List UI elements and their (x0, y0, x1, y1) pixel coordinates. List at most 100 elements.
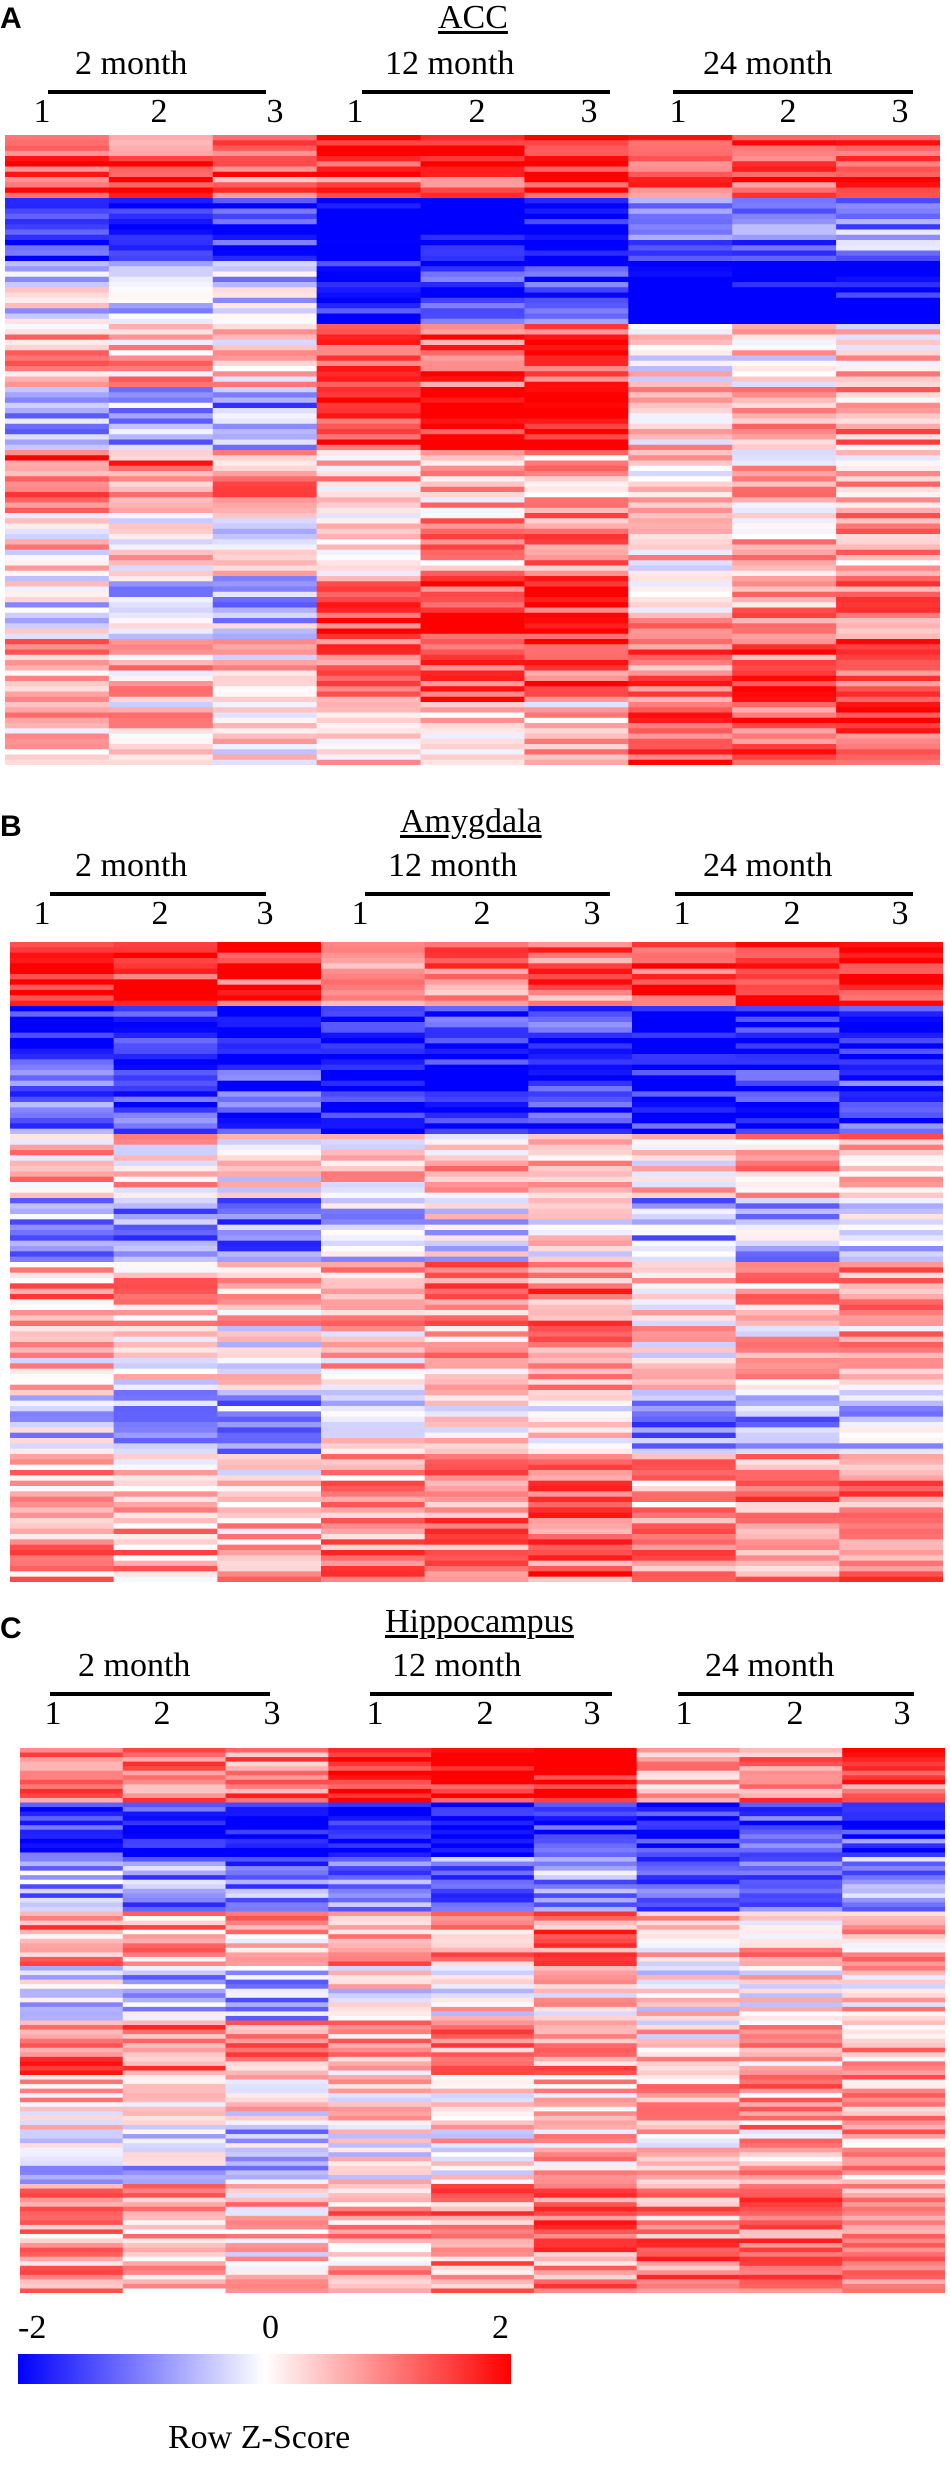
heatmap-cell (842, 1966, 945, 1972)
heatmap-cell (20, 2120, 124, 2126)
heatmap-cell (316, 728, 422, 735)
heatmap-cell (5, 366, 110, 372)
heatmap-cell (321, 1486, 426, 1492)
heatmap-cell (5, 754, 110, 761)
heatmap-cell (839, 1059, 943, 1066)
heatmap-cell (321, 974, 426, 980)
heatmap-cell (533, 2220, 638, 2226)
heatmap-cell (225, 2279, 329, 2285)
heatmap-cell (20, 1816, 124, 1822)
heatmap-cell (735, 1539, 840, 1546)
heatmap-cell (528, 1464, 633, 1471)
heatmap-cell (839, 1352, 943, 1359)
heatmap-cell (20, 1875, 124, 1881)
heatmap-cell (732, 318, 837, 325)
heatmap-cell (533, 1916, 638, 1922)
heatmap-cell (5, 759, 110, 765)
heatmap-cell (424, 1400, 529, 1407)
heatmap-cell (528, 1459, 633, 1466)
heatmap-cell (10, 947, 115, 954)
heatmap-cell (732, 334, 837, 341)
heatmap-cell (316, 744, 422, 750)
heatmap-cell (108, 245, 214, 252)
heatmap-cell (431, 1970, 535, 1976)
heatmap-cell (739, 1852, 843, 1858)
heatmap-cell (628, 297, 733, 304)
heatmap-cell (212, 208, 318, 215)
heatmap-cell (122, 1752, 227, 1758)
heatmap-cell (628, 292, 733, 299)
heatmap-cell (528, 1182, 633, 1188)
heatmap-cell (636, 2147, 741, 2153)
heatmap-cell (5, 450, 110, 456)
heatmap-cell (10, 1155, 115, 1162)
heatmap-cell (533, 1807, 638, 1813)
heatmap-cell (328, 1911, 432, 1917)
heatmap-cell (122, 2211, 227, 2217)
heatmap-cell (632, 1240, 737, 1247)
heatmap-cell (217, 1080, 322, 1087)
heatmap-cell (424, 1240, 529, 1247)
heatmap-cell (636, 1975, 741, 1981)
heatmap-cell (217, 1294, 322, 1300)
heatmap-cell (122, 1797, 227, 1804)
heatmap-cell (842, 1748, 945, 1754)
heatmap-cell (217, 1054, 322, 1060)
heatmap-cell (113, 1171, 218, 1178)
heatmap-cell (533, 2161, 638, 2167)
heatmap-cell (20, 1797, 124, 1804)
heatmap-cell (10, 1560, 115, 1567)
heatmap-cell (5, 318, 110, 325)
heatmap-cell (122, 1966, 227, 1972)
heatmap-cell (636, 1947, 741, 1953)
heatmap-cell (842, 1975, 945, 1981)
heatmap-cell (212, 728, 318, 735)
heatmap-cell (524, 203, 629, 210)
heatmap-cell (735, 1550, 840, 1556)
heatmap-cell (836, 408, 940, 414)
heatmap-cell (839, 1054, 943, 1060)
heatmap-cell (632, 1288, 737, 1295)
heatmap-cell (217, 1534, 322, 1540)
heatmap-cell (839, 1256, 943, 1263)
heatmap-cell (328, 1797, 432, 1804)
heatmap-cell (225, 1879, 329, 1885)
heatmap-cell (5, 670, 110, 677)
heatmap-cell (424, 1272, 529, 1279)
heatmap-cell (628, 166, 733, 173)
heatmap-cell (533, 2233, 638, 2240)
heatmap-cell (528, 974, 633, 980)
heatmap-cell (431, 2233, 535, 2240)
heatmap-cell (431, 2274, 535, 2280)
heatmap-cell (113, 1027, 218, 1034)
heatmap-cell (5, 334, 110, 341)
heatmap-cell (628, 287, 733, 294)
heatmap-cell (528, 1448, 633, 1455)
heatmap-cell (735, 1358, 840, 1364)
heatmap-cell (735, 1075, 840, 1082)
heatmap-cell (122, 2170, 227, 2176)
heatmap-cell (839, 1342, 943, 1348)
heatmap-cell (836, 229, 940, 236)
heatmap-cell (735, 1240, 840, 1247)
heatmap-cell (735, 1512, 840, 1519)
heatmap-cell (321, 1038, 426, 1044)
heatmap-cell (20, 1979, 124, 1985)
heatmap-cell (212, 434, 318, 441)
heatmap-cell (735, 1310, 840, 1316)
heatmap-cell (5, 423, 110, 430)
heatmap-cell (420, 602, 526, 609)
heatmap-cell (225, 2061, 329, 2067)
heatmap-cell (842, 2224, 945, 2231)
heatmap-cell (732, 654, 837, 661)
heatmap-cell (420, 150, 526, 157)
heatmap-cell (316, 266, 422, 273)
heatmap-cell (225, 1847, 329, 1854)
heatmap-cell (839, 1502, 943, 1508)
heatmap-cell (528, 984, 633, 991)
heatmap-cell (321, 1139, 426, 1146)
heatmap-cell (20, 1829, 124, 1835)
heatmap-cell (20, 1975, 124, 1981)
heatmap-cell (20, 2247, 124, 2253)
heatmap-cell (533, 1784, 638, 1790)
